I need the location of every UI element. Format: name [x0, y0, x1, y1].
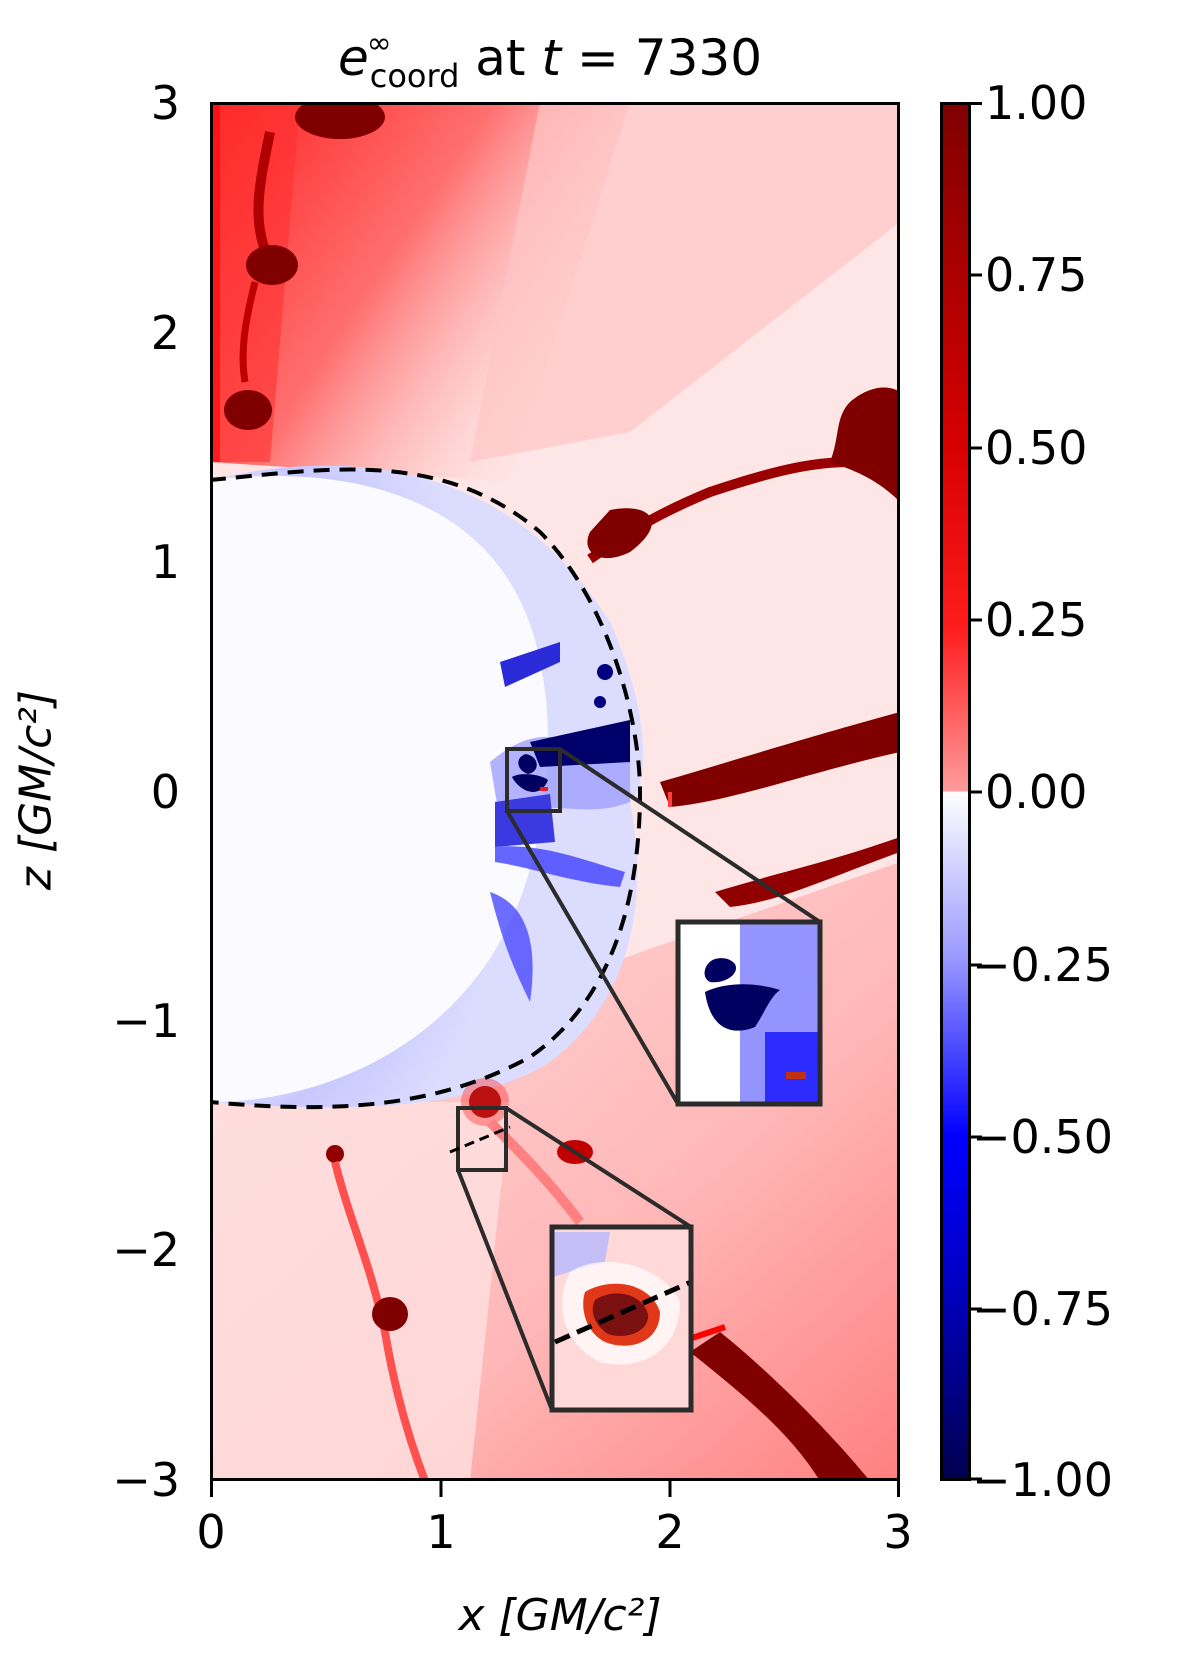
ytick-label: −2	[112, 1223, 180, 1277]
colorbar-tick-label: 1.00	[985, 76, 1088, 130]
ytick-label: 0	[150, 765, 180, 819]
xtick-label: 3	[883, 1505, 913, 1559]
ytick-label: −3	[112, 1453, 180, 1507]
inset2-zoom-box	[549, 1224, 694, 1413]
xtick-label: 0	[196, 1505, 226, 1559]
colorbar-tick-label: 0.25	[985, 593, 1088, 647]
colorbar	[940, 102, 971, 1481]
chart-title: e∞coord at t = 7330	[0, 14, 1100, 106]
y-axis-label: z [GM/c²]	[10, 689, 62, 891]
inset2-source-box	[456, 1106, 508, 1172]
inset1-source-box	[505, 747, 562, 813]
ytick-label: 2	[150, 306, 180, 360]
title-superscript: ∞	[366, 26, 392, 61]
xtick-label: 2	[655, 1505, 685, 1559]
title-symbol: e	[337, 29, 369, 87]
x-ticks	[210, 1481, 900, 1497]
heatmap-plot	[210, 102, 900, 1497]
colorbar-ticks	[968, 102, 982, 1481]
ytick-label: 1	[150, 535, 180, 589]
colorbar-tick-label: −0.75	[972, 1282, 1113, 1336]
colorbar-tick-label: −1.00	[972, 1453, 1113, 1507]
plot-frame	[210, 102, 900, 1481]
title-time-var: t	[541, 29, 562, 87]
title-at: at	[475, 29, 526, 87]
colorbar-tick-label: 0.75	[985, 248, 1088, 302]
ergosphere-dashed-line	[210, 467, 643, 1110]
title-time-value: = 7330	[576, 29, 763, 87]
heatmap-canvas	[210, 102, 900, 1481]
colorbar-tick-label: −0.50	[972, 1110, 1113, 1164]
title-subscript: coord	[369, 57, 460, 95]
colorbar-tick-label: 0.50	[985, 421, 1088, 475]
ytick-label: 3	[150, 76, 180, 130]
colorbar-tick-label: 0.00	[985, 765, 1088, 819]
ytick-label: −1	[112, 994, 180, 1048]
colorbar-tick-label: −0.25	[972, 938, 1113, 992]
inset1-zoom-box	[675, 919, 823, 1107]
x-axis-label: x [GM/c²]	[458, 1590, 662, 1641]
xtick-label: 1	[426, 1505, 456, 1559]
